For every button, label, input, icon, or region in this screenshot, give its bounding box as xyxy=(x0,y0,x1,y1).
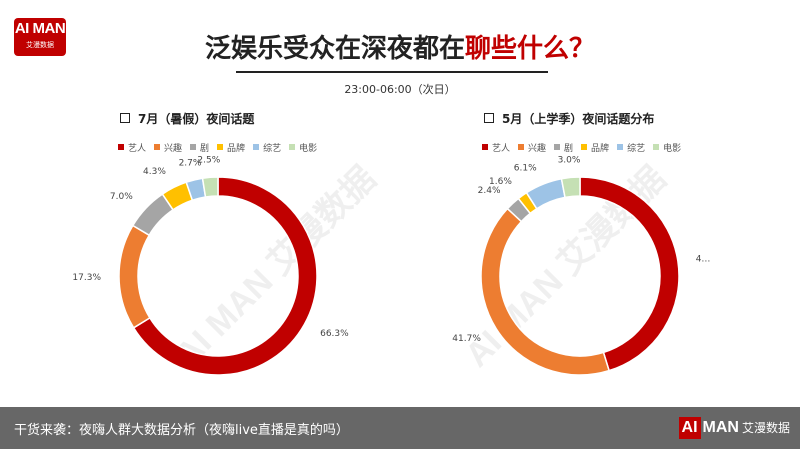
legend-swatch xyxy=(289,144,296,150)
legend-label: 剧 xyxy=(564,144,574,154)
legend-item: 综艺 xyxy=(253,141,281,154)
legend-item: 艺人 xyxy=(118,141,146,154)
chart-title-may: 5月（上学季）夜间话题分布 xyxy=(484,110,654,127)
legend-item: 品牌 xyxy=(581,141,609,154)
data-label: 2.5% xyxy=(197,155,220,165)
caption-bar: 干货来袭：夜嗨人群大数据分析（夜嗨live直播是真的吗） AI MAN 艾漫数据 xyxy=(0,407,800,449)
legend-swatch xyxy=(581,144,588,150)
caption-text: 干货来袭：夜嗨人群大数据分析（夜嗨live直播是真的吗） xyxy=(14,423,349,438)
legend-label: 兴趣 xyxy=(164,144,183,154)
page-subtitle: 23:00-06:00（次日） xyxy=(344,83,456,96)
donut-slice-兴趣 xyxy=(480,207,611,376)
legend-swatch xyxy=(154,144,161,150)
legend-label: 艺人 xyxy=(128,144,147,154)
legend-label: 剧 xyxy=(200,144,210,154)
legend-swatch xyxy=(617,144,624,150)
data-label: 2.4% xyxy=(478,186,501,196)
data-label: 2.7% xyxy=(179,158,202,168)
logo-subtext: 艾漫数据 xyxy=(26,41,54,49)
legend-label: 艺人 xyxy=(492,144,511,154)
footer-brand: AI MAN 艾漫数据 xyxy=(678,417,790,439)
legend-swatch xyxy=(554,144,561,150)
logo-text: AI MAN xyxy=(14,20,66,37)
legend-label: 电影 xyxy=(663,144,682,154)
title-divider xyxy=(236,71,548,73)
data-label: 41.7% xyxy=(452,334,481,344)
footer-brand-cn: 艾漫数据 xyxy=(741,421,790,435)
legend-swatch xyxy=(253,144,260,150)
donut-slice-艺人 xyxy=(132,176,318,376)
footer-brand-ai: AI xyxy=(678,417,701,439)
legend-item: 电影 xyxy=(289,141,317,154)
chart-title-july: 7月（暑假）夜间话题 xyxy=(120,110,254,127)
legend-swatch xyxy=(518,144,525,150)
legend-label: 综艺 xyxy=(263,144,282,154)
data-label: 4… xyxy=(696,255,711,265)
legend-swatch xyxy=(482,144,488,150)
legend-item: 综艺 xyxy=(617,141,645,154)
donut-slice-电影 xyxy=(201,176,219,198)
checkbox-square-icon xyxy=(120,113,130,123)
chart-title-july-text: 7月（暑假）夜间话题 xyxy=(138,112,255,126)
legend-item: 品牌 xyxy=(217,141,245,154)
chart-title-may-text: 5月（上学季）夜间话题分布 xyxy=(502,112,655,126)
legend-swatch xyxy=(653,144,660,150)
data-label: 4.3% xyxy=(143,167,166,177)
legend-label: 兴趣 xyxy=(528,144,547,154)
legend-item: 电影 xyxy=(653,141,681,154)
legend-label: 品牌 xyxy=(591,144,610,154)
legend-item: 艺人 xyxy=(482,141,510,154)
title-highlight: 聊些什么？ xyxy=(465,34,596,64)
legend-item: 兴趣 xyxy=(154,141,182,154)
legend-item: 兴趣 xyxy=(518,141,546,154)
data-label: 6.1% xyxy=(514,163,537,173)
donut-slice-兴趣 xyxy=(118,224,151,329)
data-label: 17.3% xyxy=(72,273,101,283)
legend-swatch xyxy=(118,144,124,150)
legend-swatch xyxy=(217,144,224,150)
donut-slice-艺人 xyxy=(579,176,680,372)
checkbox-square-icon xyxy=(484,113,494,123)
data-label: 1.6% xyxy=(489,177,512,187)
donut-slice-电影 xyxy=(560,176,581,199)
legend-may: 艺人 兴趣 剧 品牌 综艺 电影 xyxy=(482,141,689,154)
legend-label: 综艺 xyxy=(627,144,646,154)
data-label: 3.0% xyxy=(558,156,581,166)
legend-label: 电影 xyxy=(299,144,318,154)
page-title: 泛娱乐受众在深夜都在聊些什么？ xyxy=(0,28,800,65)
footer-brand-man: MAN xyxy=(702,419,739,436)
legend-item: 剧 xyxy=(190,141,209,154)
data-label: 66.3% xyxy=(320,329,349,339)
legend-july: 艺人 兴趣 剧 品牌 综艺 电影 xyxy=(118,141,325,154)
legend-label: 品牌 xyxy=(227,144,246,154)
data-label: 7.0% xyxy=(110,192,133,202)
legend-item: 剧 xyxy=(554,141,573,154)
legend-swatch xyxy=(190,144,197,150)
title-main: 泛娱乐受众在深夜都在 xyxy=(204,34,465,64)
brand-logo: AI MAN 艾漫数据 xyxy=(14,18,66,56)
